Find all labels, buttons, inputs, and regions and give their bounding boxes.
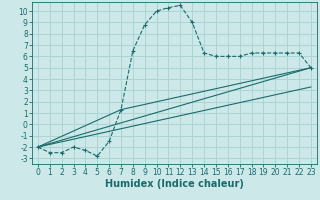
X-axis label: Humidex (Indice chaleur): Humidex (Indice chaleur) [105,179,244,189]
